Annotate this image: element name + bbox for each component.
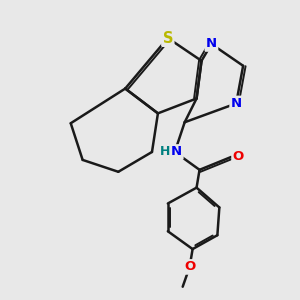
Text: O: O bbox=[184, 260, 195, 273]
Text: O: O bbox=[232, 150, 244, 164]
Text: N: N bbox=[206, 38, 217, 50]
Text: N: N bbox=[171, 146, 182, 158]
Text: N: N bbox=[231, 97, 242, 110]
Text: H: H bbox=[160, 146, 170, 158]
Text: S: S bbox=[163, 31, 173, 46]
